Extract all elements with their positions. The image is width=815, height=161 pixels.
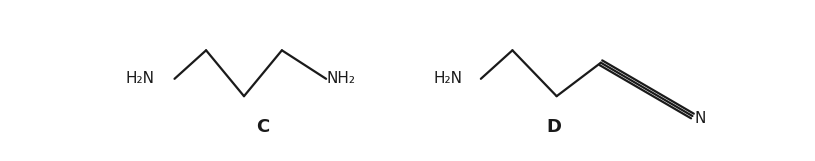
Text: H₂N: H₂N: [434, 71, 462, 86]
Text: D: D: [546, 118, 561, 136]
Text: C: C: [256, 118, 270, 136]
Text: N: N: [694, 111, 706, 126]
Text: H₂N: H₂N: [126, 71, 155, 86]
Text: NH₂: NH₂: [326, 71, 355, 86]
